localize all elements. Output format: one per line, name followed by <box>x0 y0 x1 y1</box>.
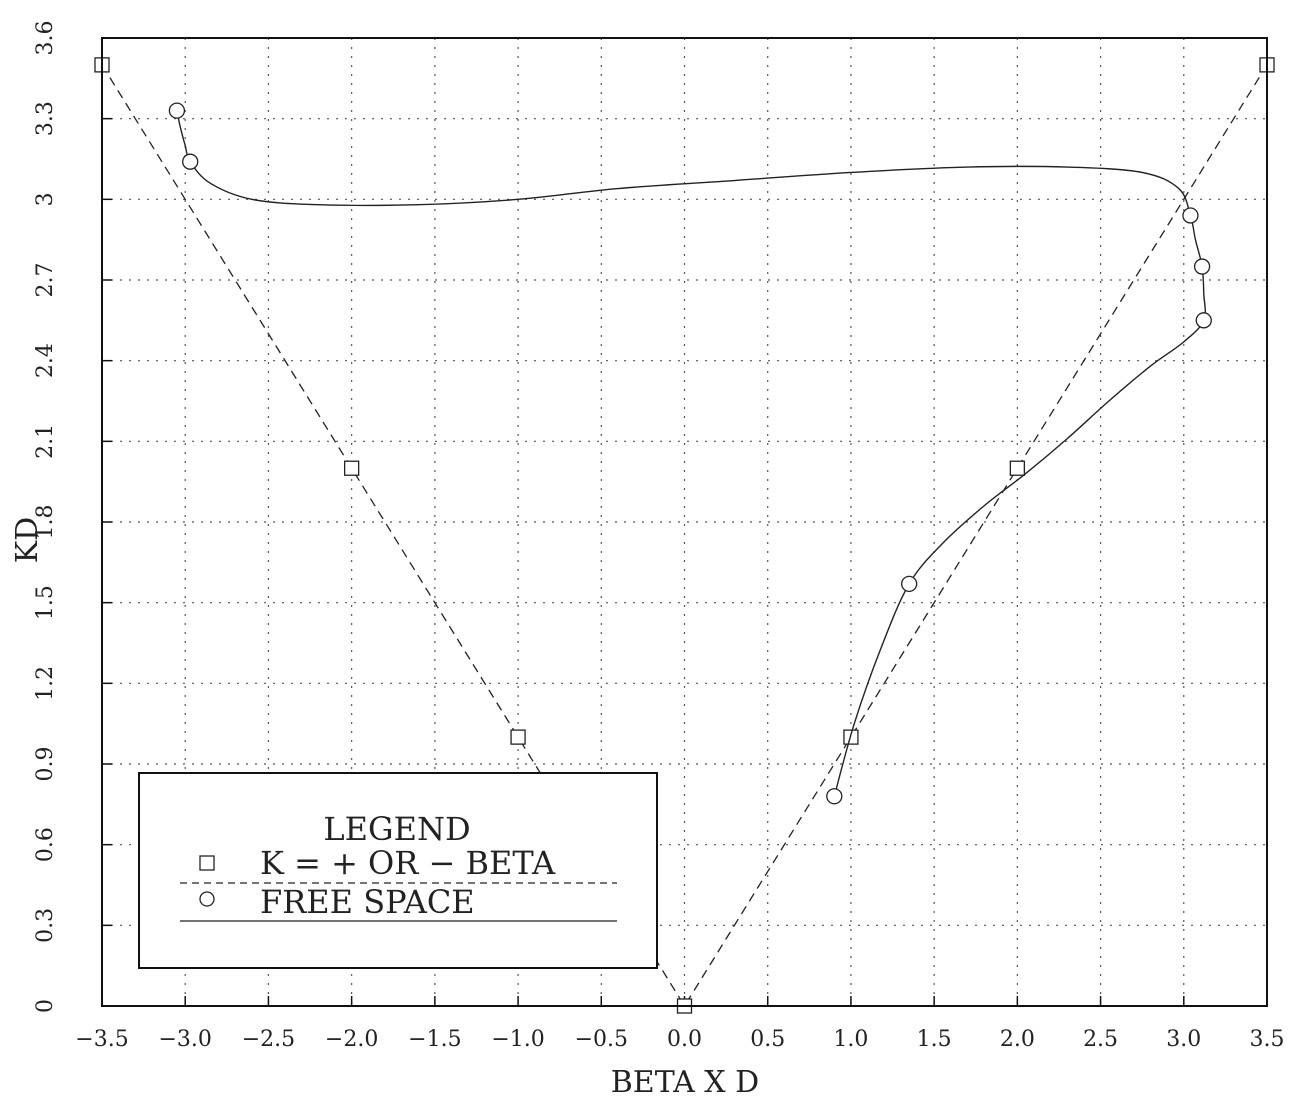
square-marker <box>343 460 360 476</box>
x-tick-label: 0.0 <box>667 1027 702 1052</box>
y-tick-label: 0.3 <box>33 908 58 943</box>
square-marker <box>1009 460 1026 476</box>
circle-marker <box>901 575 918 592</box>
y-tick-label: 0.9 <box>33 747 58 782</box>
x-tick-label: −1.0 <box>491 1027 544 1052</box>
x-tick-label: −2.0 <box>325 1027 378 1052</box>
x-tick-label: 3.5 <box>1250 1027 1285 1052</box>
circle-marker <box>1182 207 1199 224</box>
x-tick-label: 2.0 <box>1000 1027 1035 1052</box>
legend-entry-label: K = + OR − BETA <box>260 844 556 882</box>
legend: LEGEND K = + OR − BETA FREE SPACE <box>138 772 658 969</box>
y-tick-label: 1.2 <box>33 666 58 701</box>
legend-square-marker <box>199 855 215 871</box>
y-tick-label: 2.7 <box>33 263 58 298</box>
legend-box <box>138 772 658 969</box>
x-axis-title: BETA X D <box>611 1065 759 1100</box>
legend-entry-label: FREE SPACE <box>260 883 475 921</box>
grid-lines <box>101 37 1268 1007</box>
series-line-free-space <box>176 110 1206 797</box>
y-tick-label: 1.8 <box>33 505 58 540</box>
circle-marker <box>168 102 186 119</box>
x-tick-label: 1.5 <box>917 1027 952 1052</box>
y-tick-label: 2.1 <box>33 424 58 459</box>
y-tick-label: 1.5 <box>33 585 58 620</box>
plot-frame <box>101 37 1268 1007</box>
x-tick-label: 1.0 <box>833 1027 868 1052</box>
circle-marker <box>182 153 199 170</box>
x-tick-label: −3.0 <box>159 1027 212 1052</box>
legend-circle-marker <box>199 891 215 907</box>
circle-marker <box>826 788 843 805</box>
x-tick-label: 3.0 <box>1166 1027 1201 1052</box>
circle-marker <box>1193 258 1211 275</box>
x-tick-label: 0.5 <box>750 1027 785 1052</box>
y-axis-title: KD <box>10 517 45 563</box>
y-tick-label: 0 <box>33 999 58 1013</box>
y-tick-label: 2.4 <box>33 343 58 378</box>
square-marker <box>510 729 526 745</box>
x-tick-label: −1.5 <box>408 1027 461 1052</box>
x-tick-label: −2.5 <box>242 1027 295 1052</box>
x-tick-label: 2.5 <box>1083 1027 1118 1052</box>
legend-title: LEGEND <box>323 810 470 848</box>
y-tick-label: 3.6 <box>33 21 58 56</box>
y-tick-label: 0.6 <box>33 827 58 862</box>
y-tick-label: 3 <box>33 192 58 206</box>
x-tick-label: −0.5 <box>575 1027 628 1052</box>
y-tick-label: 3.3 <box>33 101 58 136</box>
circle-marker <box>1195 312 1212 329</box>
x-tick-label: −3.5 <box>75 1027 128 1052</box>
tick-labels: −3.5 −3.0 −2.5 −2.0 −1.5 −1.0 −0.5 0.0 0.5 1.0 1.5… <box>33 21 1285 1053</box>
